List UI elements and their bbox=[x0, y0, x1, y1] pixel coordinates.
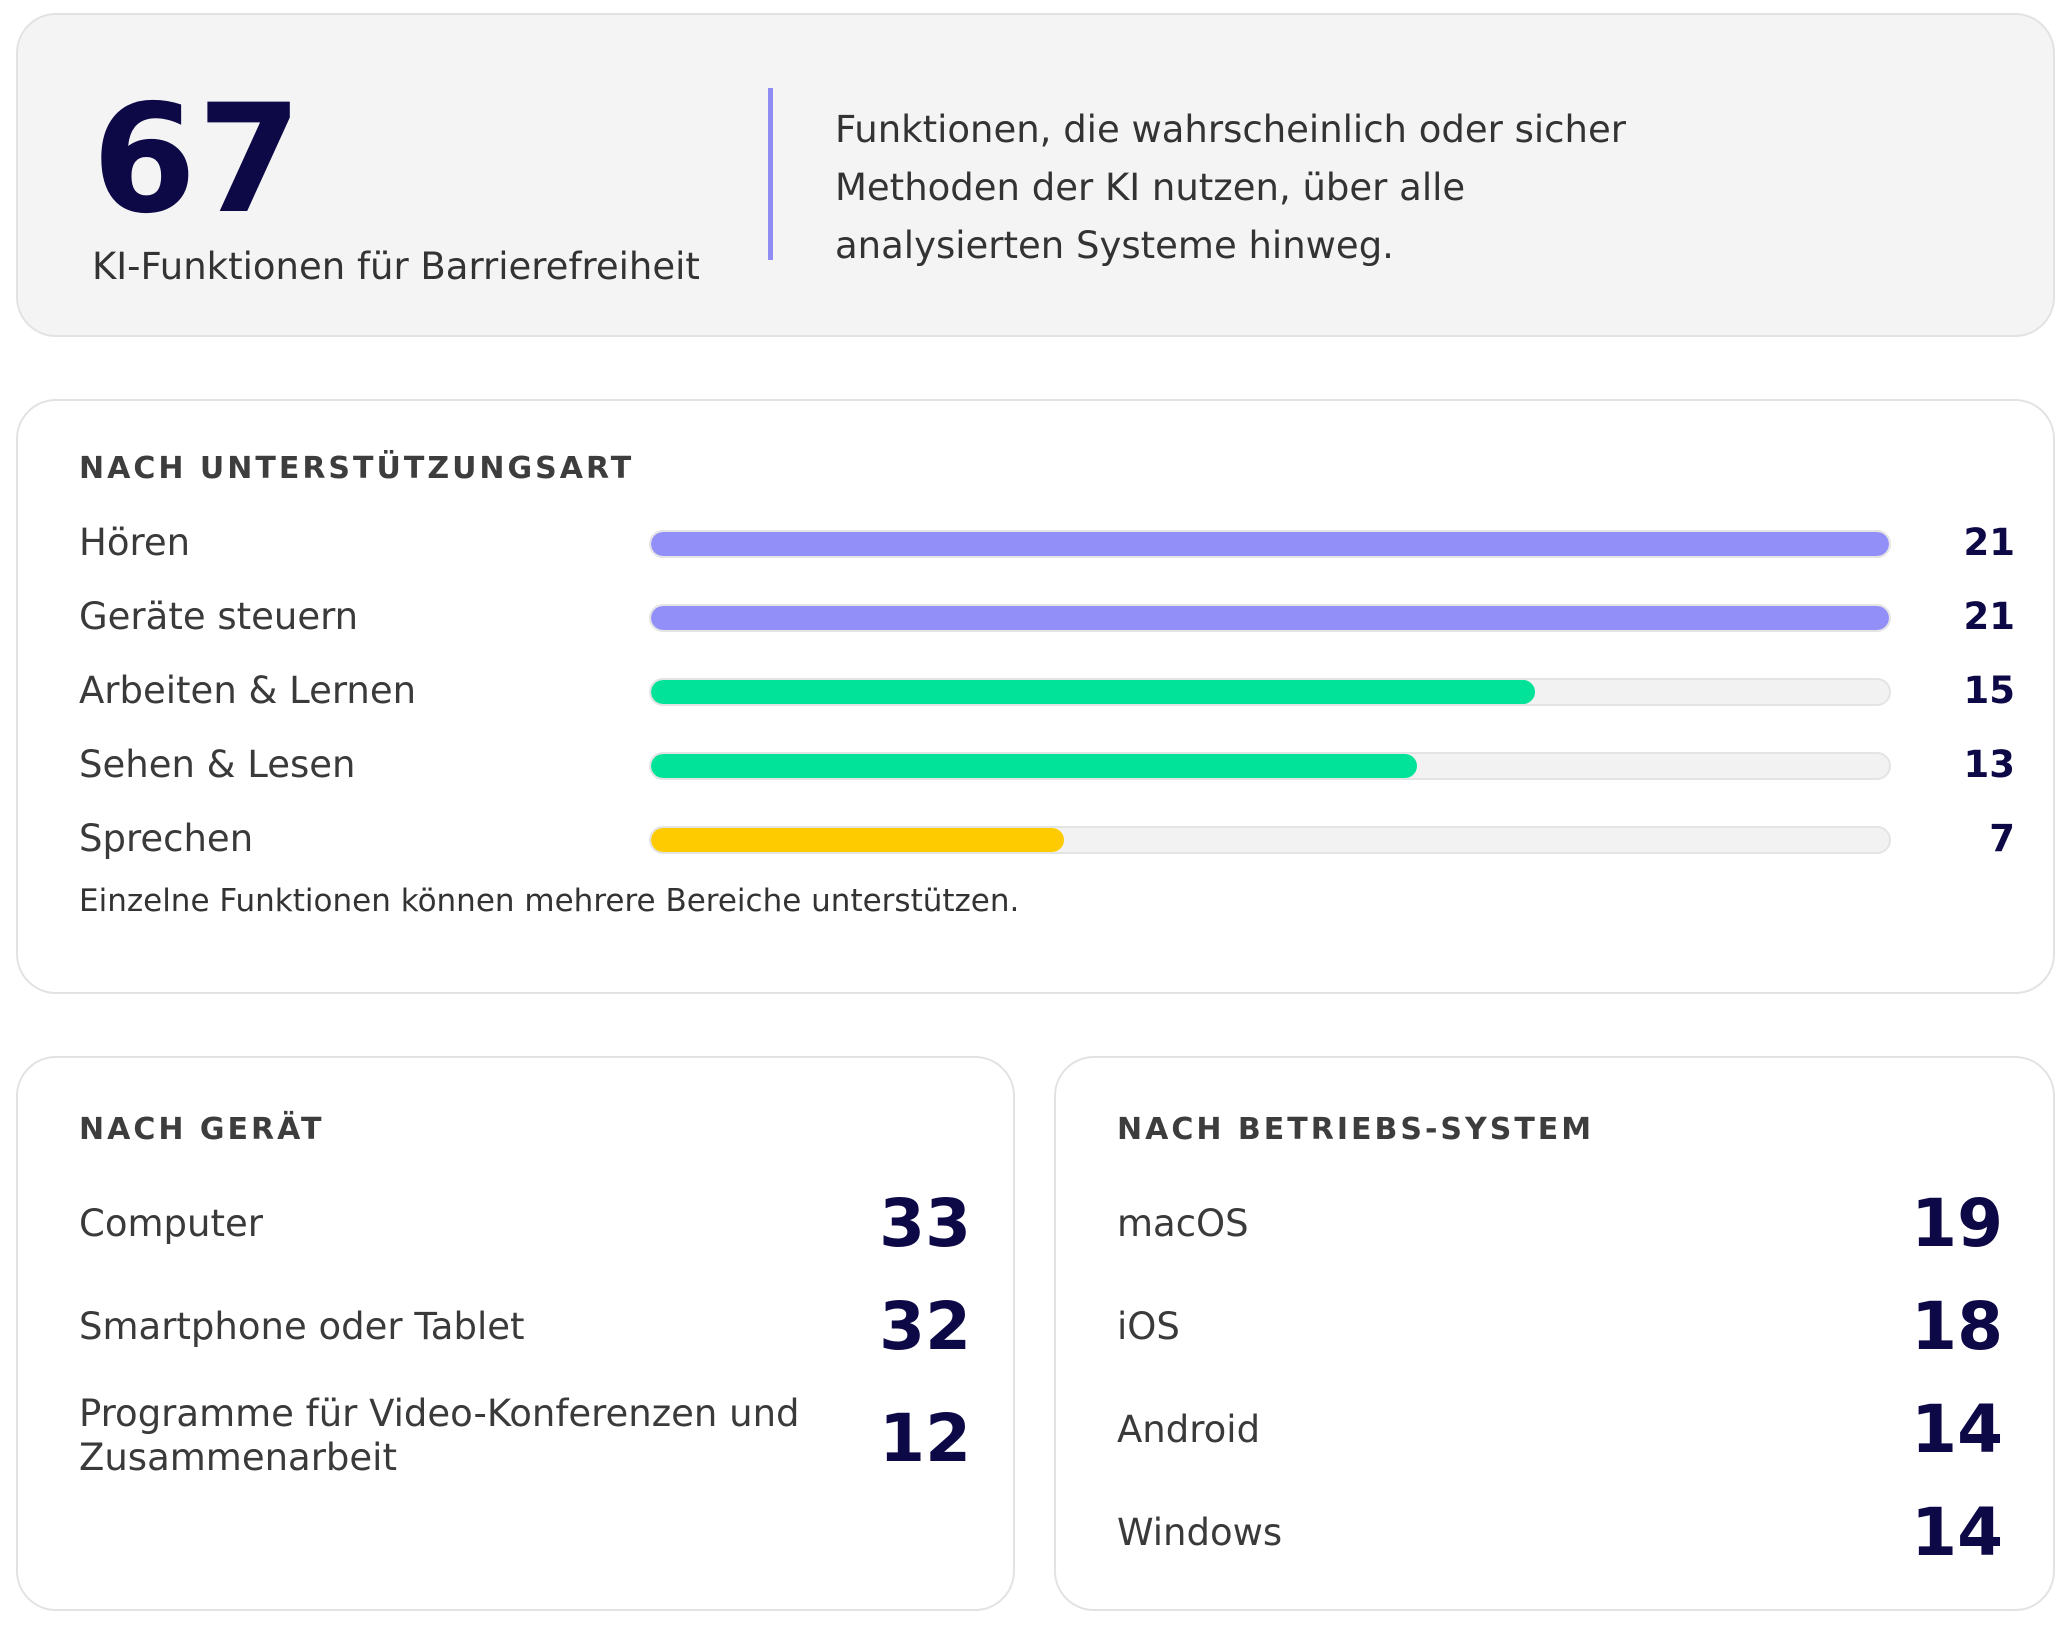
os-row-android: Android 14 bbox=[1117, 1392, 2003, 1472]
device-row-smartphone-tablet: Smartphone oder Tablet 32 bbox=[79, 1289, 971, 1369]
summary-description: Funktionen, die wahrscheinlich oder sich… bbox=[835, 101, 1695, 275]
summary-divider bbox=[768, 88, 773, 260]
bar-value: 7 bbox=[1989, 817, 2015, 860]
support-type-card: NACH UNTERSTÜTZUNGSART Hören 21 Geräte s… bbox=[16, 399, 2055, 994]
bar-label: Sehen & Lesen bbox=[79, 743, 356, 786]
os-card: NACH BETRIEBS-SYSTEM macOS 19 iOS 18 And… bbox=[1054, 1056, 2055, 1611]
bar-label: Hören bbox=[79, 521, 191, 564]
bar-fill bbox=[651, 532, 1889, 556]
support-note: Einzelne Funktionen können mehrere Berei… bbox=[79, 883, 1020, 919]
bar-value: 21 bbox=[1963, 595, 2016, 638]
stat-label-line: Zusammenarbeit bbox=[79, 1436, 397, 1479]
stat-label: macOS bbox=[1117, 1202, 1249, 1245]
bar-value: 13 bbox=[1963, 743, 2016, 786]
bar-track bbox=[649, 530, 1891, 558]
stat-label: Windows bbox=[1117, 1511, 1283, 1554]
bar-fill bbox=[651, 828, 1064, 852]
summary-description-line: Methoden der KI nutzen, über alle bbox=[835, 166, 1466, 209]
stat-label: Programme für Video-Konferenzen und Zusa… bbox=[79, 1392, 800, 1480]
bar-fill bbox=[651, 606, 1889, 630]
bar-row-sehen-lesen: Sehen & Lesen 13 bbox=[79, 737, 2015, 793]
os-row-macos: macOS 19 bbox=[1117, 1186, 2003, 1266]
bar-track bbox=[649, 826, 1891, 854]
stat-value: 14 bbox=[1911, 1391, 2003, 1468]
stat-value: 14 bbox=[1911, 1494, 2003, 1571]
bar-track bbox=[649, 678, 1891, 706]
summary-description-line: analysierten Systeme hinweg. bbox=[835, 224, 1394, 267]
device-row-video-conferencing: Programme für Video-Konferenzen und Zusa… bbox=[79, 1384, 971, 1494]
bar-label: Sprechen bbox=[79, 817, 254, 860]
os-row-windows: Windows 14 bbox=[1117, 1495, 2003, 1575]
bar-value: 21 bbox=[1963, 521, 2016, 564]
stat-value: 18 bbox=[1911, 1288, 2003, 1365]
summary-card: 67 KI-Funktionen für Barrierefreiheit Fu… bbox=[16, 13, 2055, 337]
device-title: NACH GERÄT bbox=[79, 1112, 325, 1147]
bar-value: 15 bbox=[1963, 669, 2016, 712]
stat-label-line: Programme für Video-Konferenzen und bbox=[79, 1392, 800, 1435]
bar-row-geraete-steuern: Geräte steuern 21 bbox=[79, 589, 2015, 645]
bar-fill bbox=[651, 754, 1418, 778]
bar-fill bbox=[651, 680, 1536, 704]
stat-value: 19 bbox=[1911, 1185, 2003, 1262]
support-type-title: NACH UNTERSTÜTZUNGSART bbox=[79, 451, 635, 486]
bar-label: Arbeiten & Lernen bbox=[79, 669, 417, 712]
os-title: NACH BETRIEBS-SYSTEM bbox=[1117, 1112, 1595, 1147]
device-row-computer: Computer 33 bbox=[79, 1186, 971, 1266]
bar-track bbox=[649, 604, 1891, 632]
bar-row-hoeren: Hören 21 bbox=[79, 515, 2015, 571]
bar-track bbox=[649, 752, 1891, 780]
summary-description-line: Funktionen, die wahrscheinlich oder sich… bbox=[835, 108, 1626, 151]
os-row-ios: iOS 18 bbox=[1117, 1289, 2003, 1369]
stat-label: Smartphone oder Tablet bbox=[79, 1305, 525, 1348]
stat-label: Computer bbox=[79, 1202, 263, 1245]
bar-row-sprechen: Sprechen 7 bbox=[79, 811, 2015, 867]
summary-label: KI-Funktionen für Barrierefreiheit bbox=[92, 245, 700, 288]
stat-label: Android bbox=[1117, 1408, 1261, 1451]
stat-value: 32 bbox=[879, 1288, 971, 1365]
bar-row-arbeiten-lernen: Arbeiten & Lernen 15 bbox=[79, 663, 2015, 719]
device-card: NACH GERÄT Computer 33 Smartphone oder T… bbox=[16, 1056, 1015, 1611]
stat-label: iOS bbox=[1117, 1305, 1180, 1348]
summary-number: 67 bbox=[92, 73, 303, 247]
bar-label: Geräte steuern bbox=[79, 595, 359, 638]
stat-value: 33 bbox=[879, 1185, 971, 1262]
stat-value: 12 bbox=[879, 1400, 971, 1477]
